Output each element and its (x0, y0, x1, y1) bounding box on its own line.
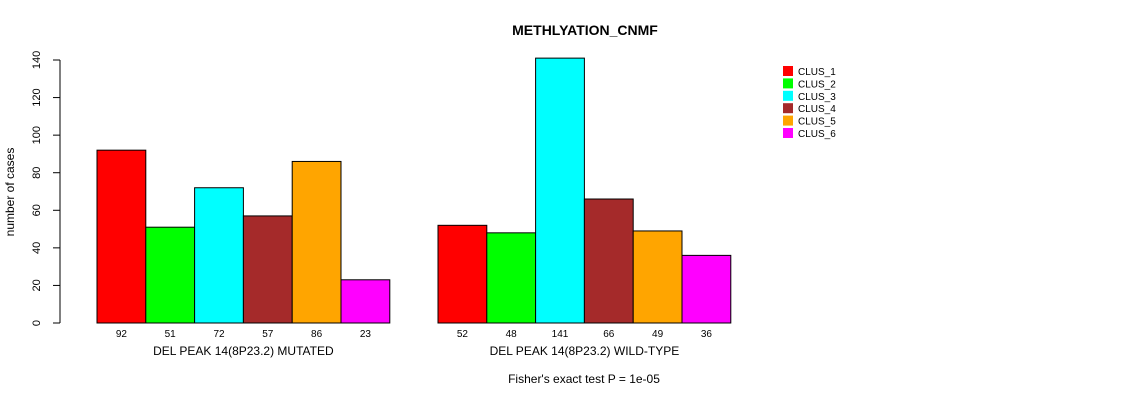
bar (96, 149, 147, 324)
bar (437, 224, 488, 324)
bars (96, 57, 732, 324)
bar (583, 198, 634, 324)
bar (291, 160, 342, 324)
bar-value-label: 49 (652, 329, 664, 340)
legend-label: CLUS_6 (798, 129, 836, 140)
bar-value-label: 72 (213, 329, 225, 340)
legend-label: CLUS_3 (798, 92, 836, 103)
legend-swatch (783, 103, 793, 114)
legend-swatch (783, 66, 793, 76)
legend-label: CLUS_5 (798, 117, 836, 128)
chart-title: METHLYATION_CNMF (512, 22, 658, 38)
y-tick-label: 120 (31, 88, 43, 106)
bar (486, 232, 537, 324)
y-tick-label: 140 (31, 51, 43, 69)
bar (681, 254, 732, 324)
bar-value-label: 57 (262, 329, 274, 340)
bar (632, 230, 683, 324)
bar-value-label: 23 (360, 329, 372, 340)
bar (535, 57, 585, 324)
y-tick-label: 40 (31, 242, 43, 254)
legend-swatch (783, 128, 793, 138)
legend-swatch (783, 90, 793, 101)
bar-value-label: 66 (603, 329, 615, 340)
legend-swatch (783, 78, 793, 89)
legend-swatch (783, 115, 793, 126)
bar-value-label: 48 (506, 329, 518, 340)
bar-value-label: 51 (165, 329, 177, 340)
bar (145, 226, 196, 324)
y-tick-label: 60 (31, 204, 43, 216)
legend-label: CLUS_1 (798, 67, 836, 78)
bar-value-label: 86 (311, 329, 323, 340)
y-axis: 0 20 40 60 80 100 120 140 (31, 51, 61, 326)
bar (340, 279, 391, 324)
bar (242, 215, 293, 324)
bar-value-labels: 92 51 72 57 86 23 52 48 141 66 49 36 (116, 329, 713, 340)
group-labels: DEL PEAK 14(8P23.2) MUTATED DEL PEAK 14(8… (153, 344, 679, 358)
group-label: DEL PEAK 14(8P23.2) MUTATED (153, 344, 334, 358)
bar-value-label: 92 (116, 329, 128, 340)
y-tick-label: 100 (31, 126, 43, 144)
y-tick-label: 80 (31, 167, 43, 179)
y-tick-label: 0 (31, 320, 43, 326)
bar-value-label: 52 (457, 329, 469, 340)
y-axis-label: number of cases (3, 148, 17, 237)
bar-value-label: 141 (552, 329, 569, 340)
bar-value-label: 36 (701, 329, 713, 340)
legend-label: CLUS_2 (798, 79, 836, 90)
footnote: Fisher's exact test P = 1e-05 (508, 372, 660, 386)
group-label: DEL PEAK 14(8P23.2) WILD-TYPE (490, 344, 680, 358)
bar (194, 187, 244, 324)
y-tick-label: 20 (31, 279, 43, 291)
legend-label: CLUS_4 (798, 104, 836, 115)
